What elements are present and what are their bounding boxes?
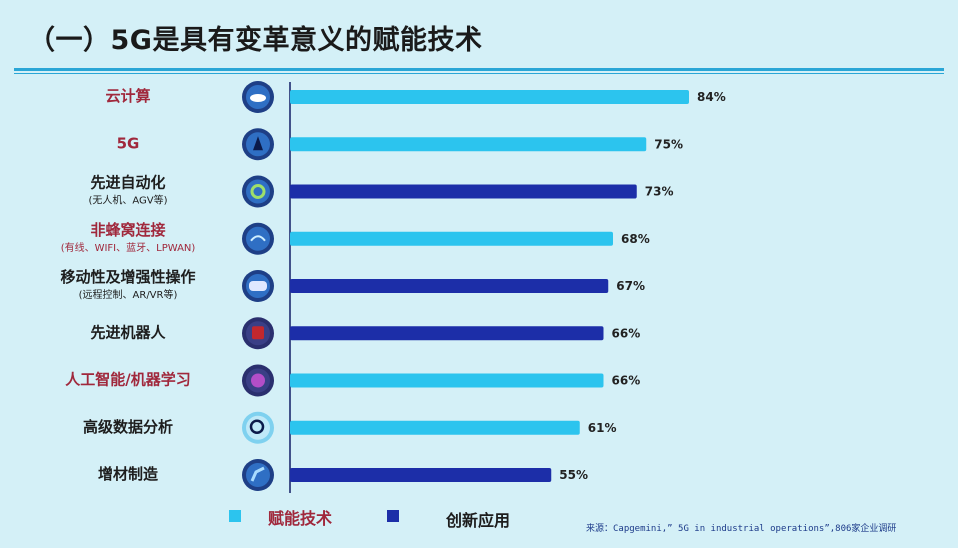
bar bbox=[290, 279, 609, 293]
robot-arm-icon-glyph bbox=[250, 466, 265, 482]
data-label: 61% bbox=[588, 421, 617, 435]
category-label: 高级数据分析 bbox=[83, 418, 173, 436]
bar bbox=[290, 137, 647, 152]
data-label: 55% bbox=[559, 468, 588, 482]
bar bbox=[290, 90, 689, 104]
bar bbox=[290, 373, 604, 388]
data-label: 73% bbox=[645, 185, 674, 199]
gears-icon-glyph bbox=[250, 184, 266, 199]
bar bbox=[290, 326, 604, 341]
chart-row: 增材制造 55% bbox=[98, 459, 588, 491]
slide-title: （一）5G是具有变革意义的赋能技术 bbox=[28, 25, 483, 56]
gears-icon bbox=[242, 175, 274, 208]
chart-row: 人工智能/机器学习 66% bbox=[65, 364, 641, 397]
magnifier-icon-glyph bbox=[249, 419, 265, 434]
bar bbox=[290, 420, 580, 435]
robot-arm-icon bbox=[242, 459, 274, 491]
robot-icon-glyph bbox=[252, 326, 264, 340]
chart-row: 先进自动化 (无人机、AGV等) 73% bbox=[88, 174, 673, 208]
chart-row: 云计算 84% bbox=[105, 81, 726, 113]
category-label: 人工智能/机器学习 bbox=[65, 371, 190, 389]
category-label: 移动性及增强性操作 bbox=[60, 268, 195, 286]
robot-arm-icon-inner bbox=[246, 463, 270, 487]
category-label: 增材制造 bbox=[98, 465, 158, 483]
category-label: 云计算 bbox=[105, 87, 150, 105]
cloud-icon bbox=[242, 81, 274, 113]
magnifier-icon-inner bbox=[246, 415, 270, 440]
chart-row: 先进机器人 66% bbox=[90, 317, 641, 350]
antenna-icon-glyph bbox=[253, 136, 263, 151]
chart-row: 移动性及增强性操作 (远程控制、AR/VR等) 67% bbox=[60, 268, 645, 302]
bar bbox=[290, 468, 552, 482]
chart-row: 5G 75% bbox=[117, 128, 683, 161]
category-label: 非蜂窝连接 bbox=[90, 221, 165, 239]
category-label: 先进自动化 bbox=[90, 174, 165, 192]
bar bbox=[290, 231, 613, 246]
wifi-icon bbox=[242, 222, 274, 255]
vr-headset-icon-glyph bbox=[249, 281, 267, 291]
source-note: 来源：Capgemini,” 5G in industrial operatio… bbox=[586, 524, 897, 534]
category-label: 5G bbox=[117, 134, 140, 152]
magnifier-icon bbox=[242, 411, 274, 444]
chart-row: 高级数据分析 61% bbox=[83, 411, 617, 444]
vr-headset-icon bbox=[242, 270, 274, 302]
data-label: 66% bbox=[612, 326, 641, 340]
robot-icon bbox=[242, 317, 274, 350]
wifi-icon-inner bbox=[246, 226, 270, 251]
data-label: 68% bbox=[621, 232, 650, 246]
bar bbox=[290, 184, 637, 199]
title-rule bbox=[14, 68, 944, 71]
cloud-icon-glyph bbox=[250, 94, 266, 102]
data-label: 67% bbox=[616, 279, 645, 293]
data-label: 84% bbox=[697, 90, 726, 104]
brain-icon-glyph bbox=[251, 373, 265, 388]
category-sublabel: (无人机、AGV等) bbox=[88, 194, 167, 207]
title-rule-thin bbox=[14, 73, 944, 74]
category-sublabel: (远程控制、AR/VR等) bbox=[79, 288, 178, 301]
antenna-icon bbox=[242, 128, 274, 161]
wifi-icon-glyph bbox=[250, 235, 266, 242]
data-label: 75% bbox=[654, 137, 683, 151]
chart-row: 非蜂窝连接 (有线、WIFI、蓝牙、LPWAN) 68% bbox=[61, 221, 650, 255]
brain-icon bbox=[242, 364, 274, 397]
gears-icon-inner bbox=[246, 179, 270, 204]
category-label: 先进机器人 bbox=[90, 323, 166, 341]
category-sublabel: (有线、WIFI、蓝牙、LPWAN) bbox=[61, 241, 196, 254]
data-label: 66% bbox=[612, 374, 641, 388]
